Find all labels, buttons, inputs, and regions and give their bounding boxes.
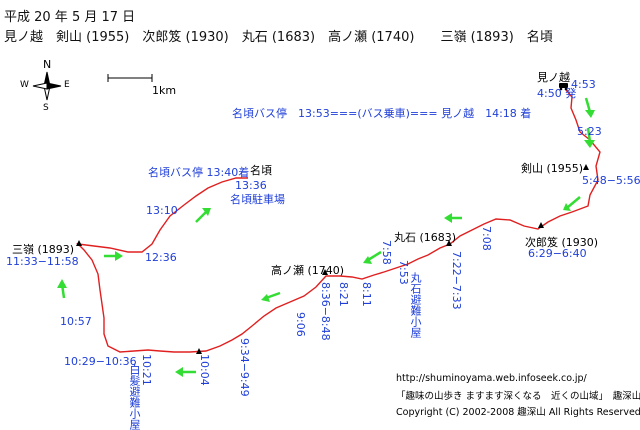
arrow-downleft-icon xyxy=(563,196,581,211)
route-summary: 見ノ越 剣山 (1955) 次郎笈 (1930) 丸石 (1683) 高ノ瀬 (… xyxy=(4,30,553,45)
peak-1004-icon xyxy=(196,348,202,354)
compass-s: S xyxy=(43,103,49,113)
scale-label: 1km xyxy=(152,84,177,97)
time-453: 4:53 xyxy=(571,78,596,91)
arrow-up-icon xyxy=(57,279,67,299)
time-tsurugi: 5:48−5:56 xyxy=(582,174,640,187)
place-takanose: 高ノ瀬 (1740) xyxy=(271,264,345,277)
time-1236: 12:36 xyxy=(145,251,177,264)
arrow-right-icon xyxy=(104,251,123,261)
time-1021: 10:21 xyxy=(140,354,153,386)
tsurugi-summit-icon xyxy=(583,164,589,170)
arrow-left-icon xyxy=(363,250,382,264)
time-811: 8:11 xyxy=(360,282,373,307)
sanrei-summit-icon xyxy=(76,240,82,246)
time-takanose: 8:36−8:48 xyxy=(319,282,332,341)
compass-rose-icon xyxy=(32,71,62,101)
compass-n: N xyxy=(43,58,52,71)
place-minokoshi: 見ノ越 xyxy=(537,71,570,84)
shiraga-hut: 白髪避難小屋 xyxy=(128,364,141,430)
takanose-summit-icon xyxy=(322,269,328,275)
time-1310: 13:10 xyxy=(146,204,178,217)
car-icon xyxy=(559,83,568,91)
place-tsurugi: 剣山 (1955) xyxy=(521,162,584,175)
arrow-down-icon xyxy=(584,97,595,118)
place-maruishi: 丸石 (1683) xyxy=(394,231,457,244)
time-sanrei: 11:33−11:58 xyxy=(6,255,79,268)
compass-e: E xyxy=(64,80,70,90)
arrow-left-icon xyxy=(261,291,281,302)
time-1029: 10:29−10:36 xyxy=(64,355,137,368)
summit-markers xyxy=(76,164,589,354)
jirogyu-summit-icon xyxy=(538,222,544,228)
bus-note: 名頃バス停 13:53===(バス乗車)=== 見ノ越 14:18 着 xyxy=(232,107,532,120)
time-jirogyu: 6:29−6:40 xyxy=(528,247,587,260)
place-nakoro: 名頃 xyxy=(250,164,272,177)
time-1057: 10:57 xyxy=(60,315,92,328)
nakoro-parking: 名頃駐車場 xyxy=(230,193,285,206)
time-523: 5:23 xyxy=(577,125,602,138)
arrow-left-icon xyxy=(444,213,462,223)
arrow-upright-icon xyxy=(195,208,211,223)
place-sanrei: 三嶺 (1893) xyxy=(12,243,75,256)
time-758: 7:58 xyxy=(380,240,393,265)
arrow-left-icon xyxy=(175,367,196,377)
time-maruishi: 7:22−7:33 xyxy=(450,251,463,310)
maruishi-summit-icon xyxy=(446,240,452,246)
time-934: 9:34−9:49 xyxy=(238,338,251,397)
time-906: 9:06 xyxy=(294,312,307,337)
time-821: 8:21 xyxy=(337,282,350,307)
time-start: 4:50 発 xyxy=(537,87,577,100)
hiking-route-line xyxy=(76,89,601,353)
direction-arrows xyxy=(57,97,595,377)
compass-w: W xyxy=(20,80,29,90)
arrow-down-icon xyxy=(584,127,595,148)
scale-bar xyxy=(107,74,153,82)
time-753: 7:53 xyxy=(397,260,410,285)
date-text: 平成 20 年 5 月 17 日 xyxy=(4,10,136,25)
maruishi-hut: 丸石避難小屋 xyxy=(409,272,422,338)
time-1004: 10:04 xyxy=(198,354,211,386)
footer-url[interactable]: http://shuminoyama.web.infoseek.co.jp/ xyxy=(396,373,587,384)
time-708: 7:08 xyxy=(480,226,493,251)
route-map xyxy=(32,71,601,377)
footer-copyright: Copyright (C) 2002-2008 趣深山 All Rights R… xyxy=(396,407,640,418)
time-nakoro: 13:36 xyxy=(235,179,267,192)
nakoro-busstop: 名頃バス停 13:40着 xyxy=(148,166,250,179)
place-jirogyu: 次郎笈 (1930) xyxy=(525,236,599,249)
footer-site: 「趣味の山歩き ますます深くなる 近くの山域」 趣深山 xyxy=(396,391,640,402)
